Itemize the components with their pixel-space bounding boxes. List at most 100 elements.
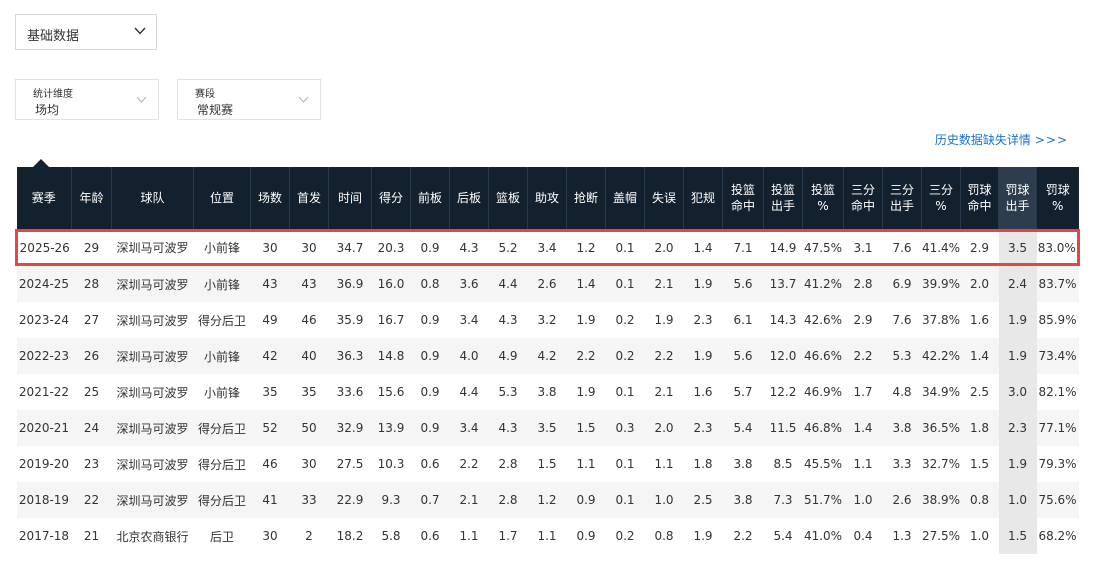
table-cell: 13.9 [371, 410, 411, 446]
column-header-label: 投篮 [730, 183, 755, 197]
table-cell: 1.2 [566, 229, 606, 266]
column-header-13[interactable]: 盖帽 [605, 167, 645, 231]
table-cell: 1.3 [882, 518, 922, 554]
column-header-6[interactable]: 时间 [328, 167, 372, 231]
category-select[interactable]: 基础数据 [15, 14, 157, 50]
table-cell: 2.1 [644, 374, 684, 410]
history-link-arrows: >>> [1034, 133, 1068, 147]
table-cell: 27.5 [328, 446, 372, 482]
table-cell: 1.9 [566, 302, 606, 338]
table-cell: 0.8 [410, 264, 450, 302]
column-header-label: 年龄 [79, 191, 104, 205]
history-missing-data-link[interactable]: 历史数据缺失详情 >>> [935, 131, 1068, 148]
table-cell: 3.8 [882, 410, 922, 446]
table-cell: 小前锋 [193, 338, 251, 374]
table-cell: 82.1% [1036, 374, 1079, 410]
column-header-label: 后板 [456, 191, 481, 205]
table-cell: 16.7 [371, 302, 411, 338]
table-cell: 1.6 [960, 302, 999, 338]
table-cell: 27.5% [921, 518, 961, 554]
column-header-3[interactable]: 位置 [193, 167, 251, 231]
table-cell: 1.1 [566, 446, 606, 482]
table-cell: 1.1 [644, 446, 684, 482]
table-cell: 30 [250, 229, 290, 266]
column-header-11[interactable]: 助攻 [527, 167, 567, 231]
table-cell: 2.1 [644, 264, 684, 302]
table-cell: 4.4 [449, 374, 489, 410]
column-header-label: 罚球 [1045, 183, 1070, 197]
column-header-5[interactable]: 首发 [289, 167, 329, 231]
table-cell: 2020-21 [16, 410, 72, 446]
column-header-label: 得分 [378, 191, 403, 205]
column-header-21[interactable]: 三分% [921, 167, 961, 231]
table-cell: 32.7% [921, 446, 961, 482]
table-cell: 5.7 [722, 374, 764, 410]
column-header-18[interactable]: 投篮% [802, 167, 844, 231]
table-cell: 10.3 [371, 446, 411, 482]
column-header-9[interactable]: 后板 [449, 167, 489, 231]
table-cell: 30 [289, 446, 329, 482]
table-cell: 1.1 [843, 446, 883, 482]
table-row: 2017-18 21 北京农商银行 后卫 30 2 18.2 5.8 0.6 1.1 1.7 1.1 0… [16, 518, 1079, 554]
table-cell: 13.7 [763, 264, 803, 302]
column-header-19[interactable]: 三分 命中 [843, 167, 883, 231]
column-header-label: 三分 [928, 183, 953, 197]
table-cell: 46.6% [802, 338, 844, 374]
table-cell: 23 [71, 446, 112, 482]
column-header-22[interactable]: 罚球 命中 [960, 167, 999, 231]
stat-dimension-select[interactable]: 统计维度 场均 [15, 79, 159, 120]
table-cell: 2023-24 [16, 302, 72, 338]
column-header-label: 球队 [140, 191, 165, 205]
table-header-row: 赛季 年龄 球队 位置 场数 首发 时间 得分 前板 后板 篮板 助攻 抢断 盖帽 失误 犯规 投篮 命中 投篮 出手… [16, 167, 1079, 231]
table-cell: 4.0 [449, 338, 489, 374]
table-cell: 0.6 [410, 446, 450, 482]
table-cell: 2017-18 [16, 518, 72, 554]
season-stage-select[interactable]: 赛段 常规赛 [177, 79, 321, 120]
column-header-14[interactable]: 失误 [644, 167, 684, 231]
table-cell: 35 [289, 374, 329, 410]
table-cell: 0.2 [605, 518, 645, 554]
history-link-text: 历史数据缺失详情 [934, 133, 1031, 147]
table-cell: 36.9 [328, 264, 372, 302]
table-cell: 0.1 [605, 482, 645, 518]
column-header-15[interactable]: 犯规 [683, 167, 723, 231]
column-header-20[interactable]: 三分 出手 [882, 167, 922, 231]
table-cell: 25 [71, 374, 112, 410]
table-cell: 35.9 [328, 302, 372, 338]
table-cell: 37.8% [921, 302, 961, 338]
column-header-1[interactable]: 年龄 [71, 167, 112, 231]
table-cell: 4.3 [488, 302, 528, 338]
column-header-7[interactable]: 得分 [371, 167, 411, 231]
column-header-12[interactable]: 抢断 [566, 167, 606, 231]
table-cell: 1.9 [998, 338, 1037, 374]
column-header-4[interactable]: 场数 [250, 167, 290, 231]
column-header-24[interactable]: 罚球% [1036, 167, 1079, 231]
column-header-8[interactable]: 前板 [410, 167, 450, 231]
column-header-16[interactable]: 投篮 命中 [722, 167, 764, 231]
sort-caret-indicator [33, 159, 49, 167]
table-cell: 40 [289, 338, 329, 374]
table-cell: 0.3 [605, 410, 645, 446]
table-cell: 11.5 [763, 410, 803, 446]
column-header-0[interactable]: 赛季 [16, 167, 72, 231]
table-cell: 46 [289, 302, 329, 338]
table-cell: 2.3 [683, 302, 723, 338]
table-cell: 0.6 [410, 518, 450, 554]
table-cell: 32.9 [328, 410, 372, 446]
table-cell: 24 [71, 410, 112, 446]
table-cell: 3.1 [843, 229, 883, 266]
table-cell: 50 [289, 410, 329, 446]
table-cell: 22 [71, 482, 112, 518]
column-header-label: 命中 [967, 199, 992, 213]
table-row-current-season: 2025-26 29 深圳马可波罗 小前锋 30 30 34.7 20.3 0.9 4.3 5.2 3… [15, 229, 1080, 266]
column-header-2[interactable]: 球队 [111, 167, 194, 231]
table-cell: 2.6 [527, 264, 567, 302]
column-header-10[interactable]: 篮板 [488, 167, 528, 231]
table-cell: 2.2 [644, 338, 684, 374]
table-cell: 1.0 [644, 482, 684, 518]
table-cell: 3.3 [882, 446, 922, 482]
column-header-17[interactable]: 投篮 出手 [763, 167, 803, 231]
table-cell: 0.9 [410, 338, 450, 374]
column-header-23[interactable]: 罚球 出手 [998, 167, 1037, 231]
table-cell: 36.3 [328, 338, 372, 374]
